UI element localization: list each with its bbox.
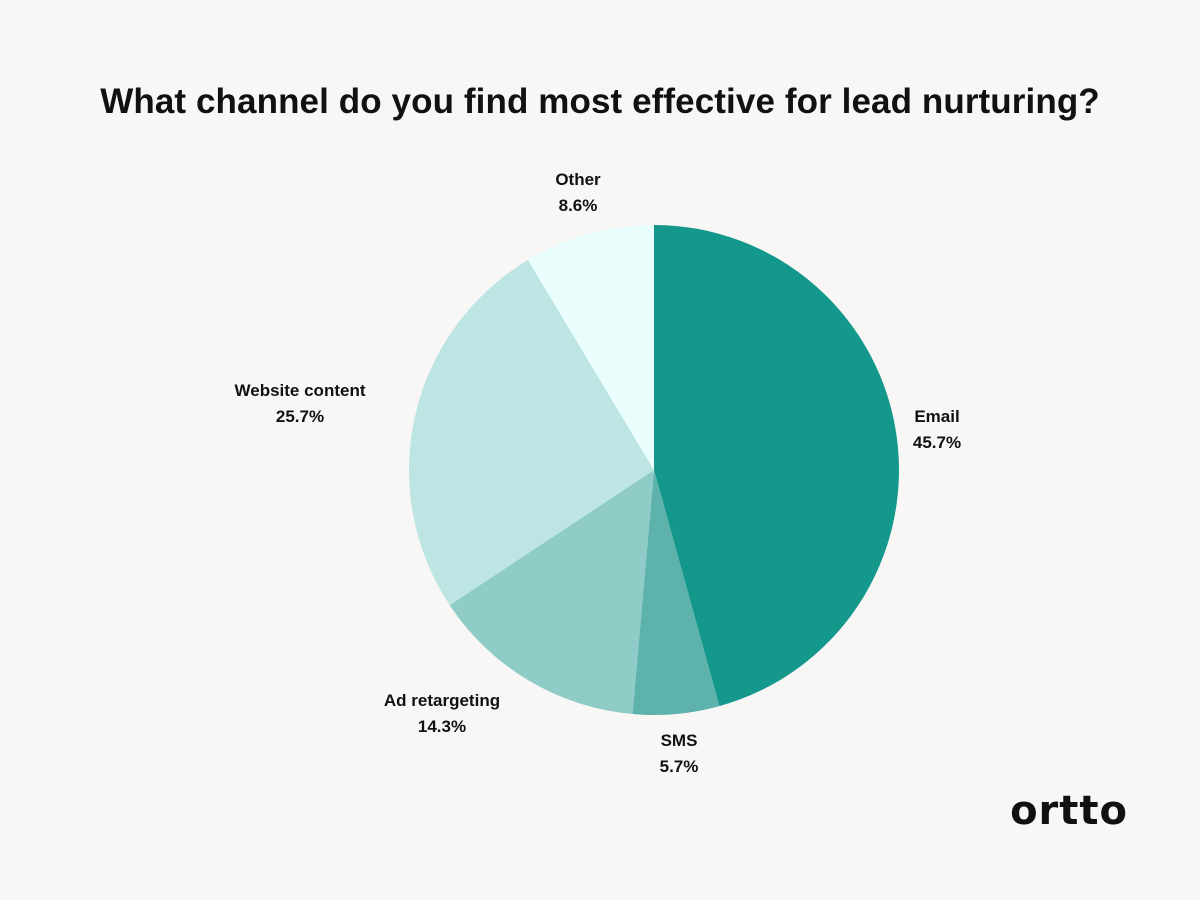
slice-label-website-content: Website content 25.7% — [235, 378, 366, 430]
slice-label-ad-retargeting: Ad retargeting 14.3% — [384, 688, 500, 740]
slice-label-sms-value: 5.7% — [659, 757, 699, 776]
pie-slice-email — [654, 225, 899, 707]
slice-label-other: Other 8.6% — [555, 167, 600, 219]
slice-label-ad-retargeting-value: 14.3% — [417, 717, 467, 736]
slice-label-sms-name: SMS — [660, 731, 698, 750]
slice-label-website-content-name: Website content — [234, 381, 366, 400]
slice-label-email-value: 45.7% — [912, 433, 962, 452]
pie-slice-sms — [632, 470, 720, 715]
slice-label-website-content-value: 25.7% — [275, 407, 325, 426]
slice-label-other-name: Other — [555, 170, 601, 189]
slice-label-sms: SMS 5.7% — [660, 728, 699, 780]
slice-label-email-name: Email — [914, 407, 960, 426]
pie-slice-website-content — [409, 259, 654, 606]
slice-label-email: Email 45.7% — [913, 404, 961, 456]
slice-label-ad-retargeting-name: Ad retargeting — [383, 691, 501, 710]
slice-label-other-value: 8.6% — [558, 196, 598, 215]
chart-title: What channel do you find most effective … — [100, 82, 1100, 121]
pie-slice-other — [527, 225, 654, 470]
ortto-logo: ortto — [1010, 788, 1128, 834]
pie-slice-ad-retargeting — [449, 470, 654, 715]
